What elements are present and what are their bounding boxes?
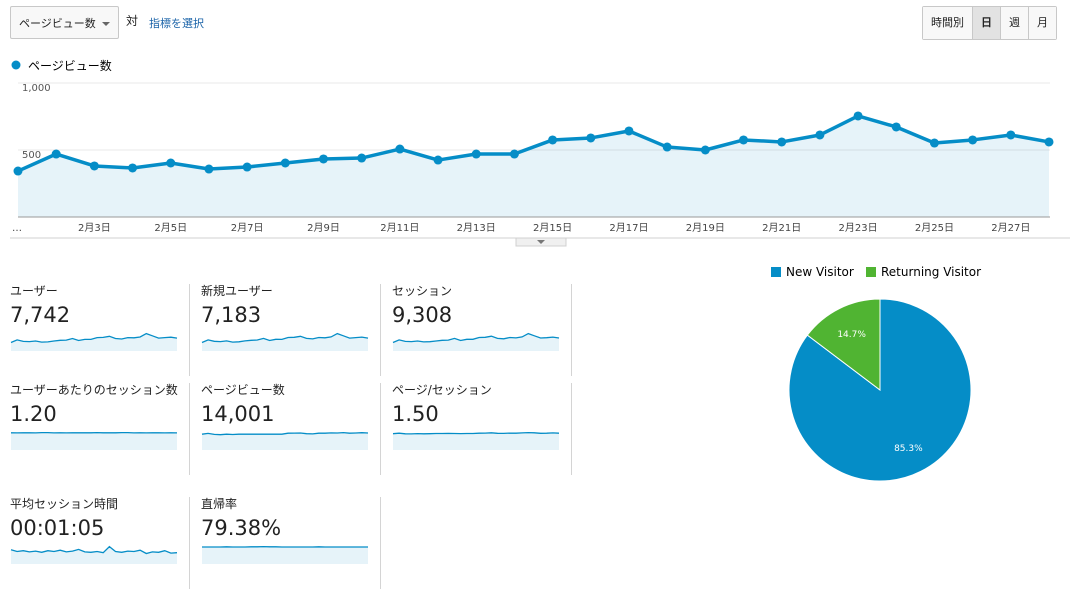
x-tick-label: 2月11日 (380, 222, 419, 234)
sparkline-area (202, 433, 368, 450)
point (624, 126, 633, 135)
metric-cell: ページ/セッション 1.50 (392, 383, 572, 475)
point (854, 111, 863, 120)
point (892, 122, 901, 131)
point (204, 165, 213, 174)
metric-value: 1.50 (392, 400, 563, 428)
granularity-button[interactable]: 時間別 (923, 7, 972, 39)
point (930, 139, 939, 148)
metric-value: 1.20 (10, 400, 181, 428)
metric-cell: 直帰率 79.38% (201, 497, 381, 589)
sparkline (10, 542, 178, 566)
granularity-button[interactable]: 日 (972, 7, 1000, 39)
x-tick-label: 2月25日 (915, 222, 954, 234)
x-tick-label: 2月19日 (686, 222, 725, 234)
point (777, 137, 786, 146)
metric-value: 00:01:05 (10, 514, 181, 542)
metric-label: ページ/セッション (392, 383, 563, 398)
sparkline (201, 428, 369, 452)
metric-cell: ユーザー 7,742 (10, 284, 190, 376)
sparkline (201, 542, 369, 566)
point (663, 143, 672, 152)
metric-value: 14,001 (201, 400, 372, 428)
point (90, 161, 99, 170)
metric-value: 9,308 (392, 301, 563, 329)
point (701, 146, 710, 155)
x-tick-label: 2月27日 (991, 222, 1030, 234)
granularity-button[interactable]: 週 (1000, 7, 1028, 39)
point (52, 150, 61, 159)
sparkline (201, 329, 369, 353)
y-tick-label: 1,000 (22, 83, 51, 94)
x-tick-label: 2月3日 (78, 222, 111, 234)
sparkline-area (11, 433, 177, 450)
x-tick-label: 2月21日 (762, 222, 801, 234)
metric-value: 79.38% (201, 514, 372, 542)
point (510, 150, 519, 159)
point (166, 158, 175, 167)
point (357, 154, 366, 163)
metric-value: 7,742 (10, 301, 181, 329)
vs-label: 対 (126, 12, 138, 29)
metric-value: 7,183 (201, 301, 372, 329)
point (968, 135, 977, 144)
point (586, 133, 595, 142)
metric-label: 直帰率 (201, 497, 372, 512)
point (1006, 130, 1015, 139)
point (815, 130, 824, 139)
point (548, 135, 557, 144)
legend-label: Returning Visitor (881, 265, 981, 279)
sparkline-area (393, 433, 559, 450)
x-tick-label: 2月5日 (154, 222, 187, 234)
point (395, 145, 404, 154)
x-tick-label: 2月23日 (839, 222, 878, 234)
x-tick-label: 2月15日 (533, 222, 572, 234)
point (281, 158, 290, 167)
slice-label: 14.7% (837, 330, 866, 340)
metric-cell: セッション 9,308 (392, 284, 572, 376)
metric-select[interactable]: ページビュー数 (10, 6, 119, 39)
metric-label: ページビュー数 (201, 383, 372, 398)
metric-label: セッション (392, 284, 563, 299)
legend-marker (771, 267, 781, 277)
sparkline (10, 428, 178, 452)
metric-label: 平均セッション時間 (10, 497, 181, 512)
metric-label: 新規ユーザー (201, 284, 372, 299)
sparkline (392, 329, 560, 353)
metric-cell: ユーザーあたりのセッション数 1.20 (10, 383, 190, 475)
granularity-button[interactable]: 月 (1028, 7, 1056, 39)
legend-label: New Visitor (786, 265, 854, 279)
point (739, 135, 748, 144)
point (14, 167, 23, 176)
legend-marker (866, 267, 876, 277)
metric-cell: ページビュー数 14,001 (201, 383, 381, 475)
metric-cell: 平均セッション時間 00:01:05 (10, 497, 190, 589)
point (128, 163, 137, 172)
x-tick-label: 2月7日 (231, 222, 264, 234)
sparkline-area (202, 547, 368, 564)
y-tick-label: 500 (22, 150, 41, 161)
slice-label: 85.3% (894, 444, 923, 454)
legend-marker (12, 61, 21, 70)
point (434, 156, 443, 165)
x-tick-label: … (12, 223, 22, 234)
sparkline (10, 329, 178, 353)
point (243, 163, 252, 172)
sparkline (392, 428, 560, 452)
x-tick-label: 2月13日 (457, 222, 496, 234)
x-tick-label: 2月9日 (307, 222, 340, 234)
point (472, 150, 481, 159)
x-tick-label: 2月17日 (609, 222, 648, 234)
select-metric-link[interactable]: 指標を選択 (149, 15, 204, 31)
metric-cell: 新規ユーザー 7,183 (201, 284, 381, 376)
point (1045, 137, 1054, 146)
sparkline-area (11, 547, 177, 564)
metric-label: ユーザーあたりのセッション数 (10, 383, 181, 398)
metric-label: ユーザー (10, 284, 181, 299)
granularity-buttons: 時間別日週月 (922, 6, 1057, 40)
point (319, 154, 328, 163)
legend-label: ページビュー数 (28, 58, 112, 73)
